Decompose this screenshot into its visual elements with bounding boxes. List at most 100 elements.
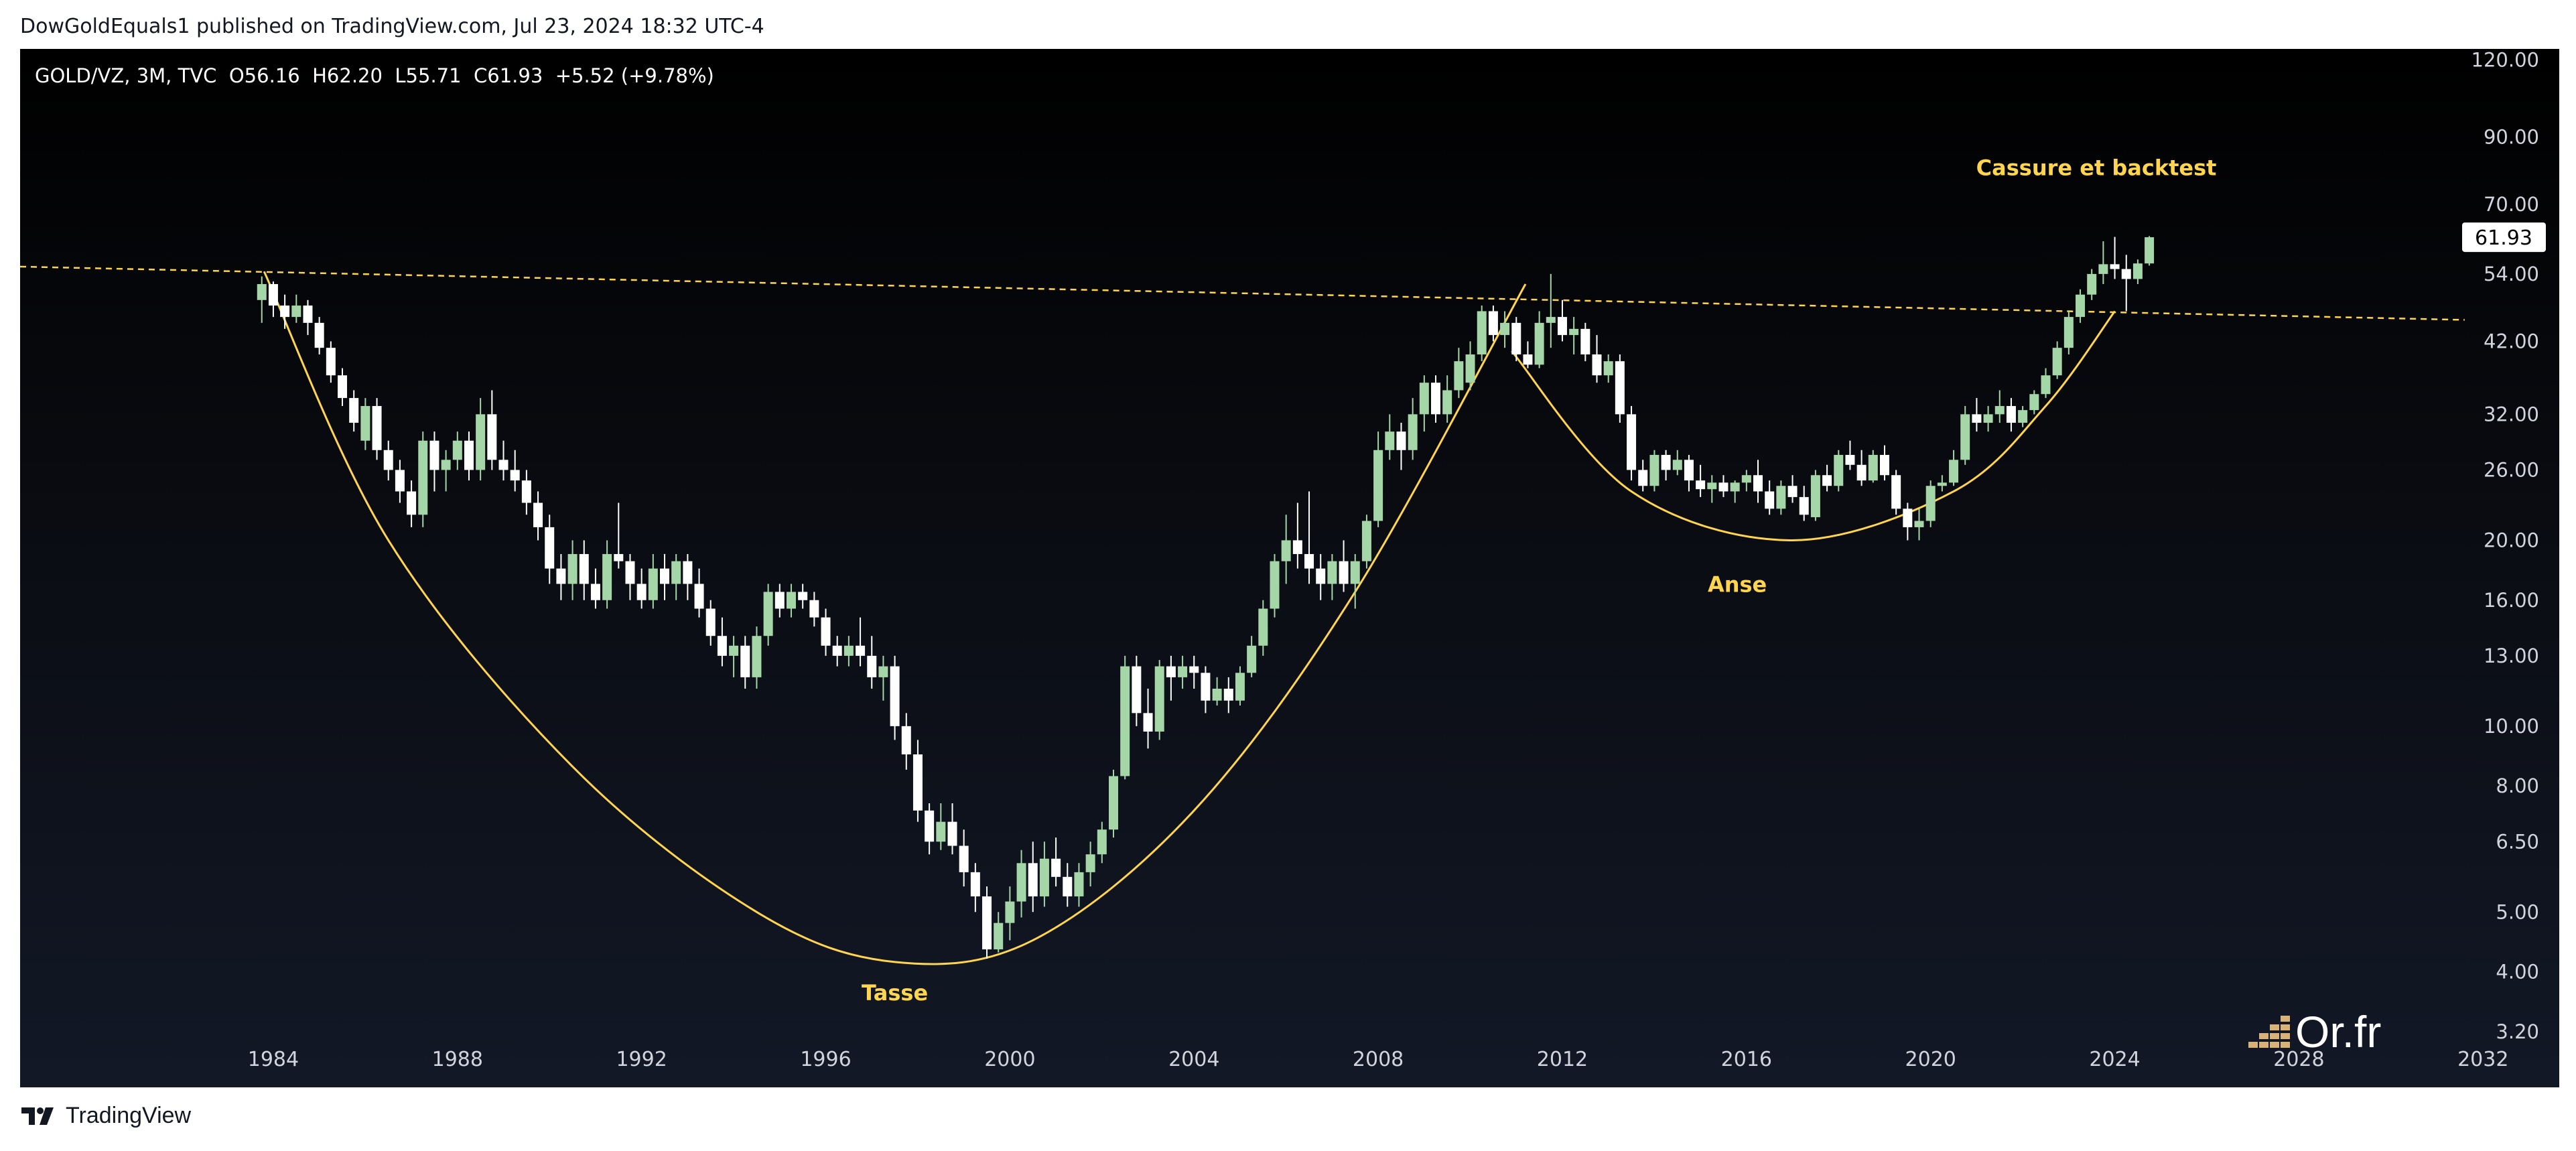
candle[interactable] [579,540,589,600]
candle[interactable] [2018,406,2028,427]
candle[interactable] [1718,475,1728,497]
candle[interactable] [1235,666,1245,706]
candle[interactable] [1627,406,1637,481]
candle[interactable] [268,281,278,318]
candle[interactable] [1005,886,1015,941]
candle[interactable] [510,450,520,492]
candle[interactable] [303,299,313,336]
candle[interactable] [936,803,946,850]
candle[interactable] [683,553,693,600]
candle[interactable] [1569,317,1579,355]
candle[interactable] [1972,398,1982,432]
candle[interactable] [1063,863,1073,907]
candle[interactable] [2041,368,2051,399]
candle[interactable] [1994,390,2005,423]
candle[interactable] [1304,491,1314,584]
candle[interactable] [1707,475,1717,503]
candle[interactable] [774,584,785,618]
candle[interactable] [1085,841,1095,887]
candle[interactable] [856,617,866,667]
candle[interactable] [383,440,393,481]
candle[interactable] [821,608,831,656]
candle[interactable] [1523,341,1533,368]
candle[interactable] [360,398,370,450]
candle[interactable] [1856,450,1867,486]
candle[interactable] [1649,450,1659,492]
candle[interactable] [1810,470,1820,521]
cup-curve[interactable] [263,271,1527,965]
candle[interactable] [1696,464,1706,497]
candle[interactable] [521,470,531,515]
candle[interactable] [901,713,911,770]
candle[interactable] [326,341,336,383]
annotation-anse[interactable]: Anse [1708,571,1767,597]
chart-pane[interactable]: Tasse Anse Cassure et backtest 1984 1988 199… [20,49,2559,1087]
candle[interactable] [763,584,773,646]
candle[interactable] [912,740,923,822]
candle[interactable] [959,829,969,887]
candle[interactable] [729,636,739,677]
candle[interactable] [1960,406,1970,465]
candle[interactable] [1730,480,1740,503]
candle[interactable] [947,803,957,855]
candle[interactable] [1385,414,1395,460]
candle[interactable] [1477,306,1487,362]
candle[interactable] [1603,354,1613,383]
candle[interactable] [705,600,716,646]
annotation-cassure[interactable]: Cassure et backtest [1976,155,2217,181]
candle[interactable] [1143,688,1153,749]
candle[interactable] [752,626,762,689]
candle[interactable] [1937,475,1947,492]
candle[interactable] [878,655,888,701]
candle[interactable] [452,431,462,470]
annotation-tasse[interactable]: Tasse [862,980,928,1006]
candle[interactable] [625,553,635,600]
candle[interactable] [2132,259,2143,285]
candle[interactable] [545,515,555,584]
candle[interactable] [2029,390,2039,415]
candle[interactable] [1822,464,1832,492]
candle[interactable] [1270,553,1280,618]
candle[interactable] [1868,450,1878,483]
candle[interactable] [2087,269,2097,300]
candle[interactable] [1903,502,1913,541]
candle[interactable] [1431,375,1441,423]
candle[interactable] [1834,450,1844,492]
candle[interactable] [280,294,290,329]
candle[interactable] [982,886,992,959]
candle[interactable] [1016,850,1026,918]
candle[interactable] [1488,306,1498,342]
candle[interactable] [867,636,877,689]
candle[interactable] [671,553,681,600]
candle[interactable] [1281,515,1291,584]
candle[interactable] [2076,289,2086,323]
candle[interactable] [798,584,808,609]
candle[interactable] [1132,655,1142,726]
candle[interactable] [1247,636,1257,677]
candle[interactable] [1327,553,1337,600]
candle[interactable] [786,584,796,618]
candle[interactable] [1339,540,1349,592]
candle[interactable] [994,912,1004,953]
candle[interactable] [1776,480,1786,515]
candle[interactable] [1373,431,1383,527]
candle[interactable] [648,553,658,609]
candle[interactable] [1925,480,1936,527]
candle[interactable] [2052,341,2062,379]
candle[interactable] [660,553,670,600]
candle[interactable] [1511,317,1521,362]
candle[interactable] [1534,311,1544,368]
candle[interactable] [1178,655,1188,689]
candle[interactable] [1201,666,1211,714]
candle[interactable] [1223,677,1233,714]
resistance-line[interactable] [20,265,2465,321]
candle[interactable] [314,317,324,355]
candle[interactable] [338,368,348,407]
candle[interactable] [1166,655,1176,701]
candle[interactable] [1661,450,1671,481]
candle[interactable] [1442,375,1452,423]
candle[interactable] [1983,406,1993,432]
candle[interactable] [1500,311,1510,348]
candle[interactable] [1028,841,1038,912]
candle[interactable] [567,540,578,600]
